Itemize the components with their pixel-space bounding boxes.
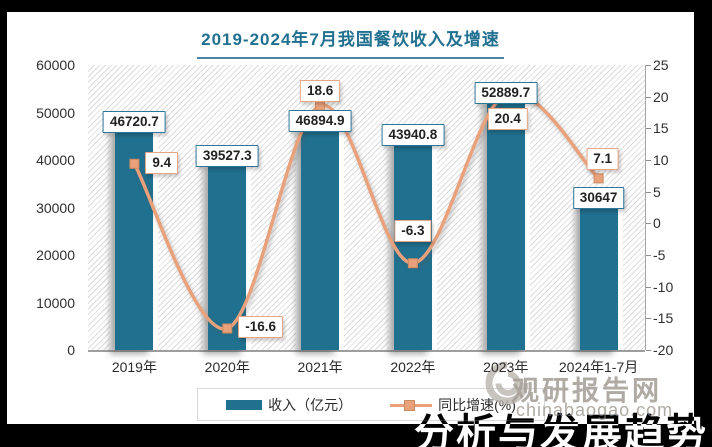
right-axis-tick-label: 0 [653, 215, 661, 232]
right-axis-tick-label: 5 [653, 183, 661, 200]
bar-value-label: 30647 [572, 187, 625, 210]
title-row: 2019-2024年7月我国餐饮收入及增速 [7, 25, 694, 59]
right-axis-tick-mark [646, 223, 651, 225]
right-axis-tick-mark [646, 350, 651, 351]
growth-line-chart [129, 89, 604, 334]
right-axis-tick-label: -15 [653, 310, 674, 327]
left-axis-tick-label: 40000 [36, 152, 75, 168]
line-marker-2021年 [315, 100, 326, 111]
right-axis-tick-mark [646, 160, 651, 161]
legend: 收入（亿元） 同比增速(%) [197, 388, 545, 421]
line-value-label: 9.4 [145, 151, 179, 174]
left-axis-tick-label: 0 [67, 342, 75, 358]
bar-value-label: 46720.7 [103, 111, 166, 134]
line-value-label: -6.3 [394, 220, 432, 243]
bar-2024年1-7月 [579, 204, 618, 350]
x-axis-line [88, 350, 645, 352]
bar-value-label: 43940.8 [381, 124, 445, 147]
line-marker-2024年1-7月 [593, 173, 604, 184]
line-value-label: 7.1 [586, 148, 619, 171]
bar-swatch-icon [226, 399, 263, 410]
right-axis-tick-label: 15 [653, 120, 669, 137]
right-axis-tick-mark [646, 96, 651, 98]
watermark-site-name: 观研报告网 [512, 376, 662, 406]
line-marker-swatch-icon [390, 399, 433, 411]
chart-canvas: 2019-2024年7月我国餐饮收入及增速 收入（亿元） 同比增速(%) 观研报… [7, 12, 694, 424]
x-axis-category-label: 2023年 [483, 359, 529, 375]
right-axis-tick-mark [646, 318, 651, 320]
left-axis-tick-label: 30000 [36, 199, 75, 216]
x-axis-category-label: 2021年 [297, 359, 343, 375]
right-axis-tick-label: 25 [653, 57, 669, 73]
bar-2023年 [486, 98, 525, 350]
legend-item-revenue: 收入（亿元） [226, 395, 352, 415]
line-marker-2020年 [222, 323, 233, 334]
x-axis-category-label: 2020年 [204, 359, 250, 375]
right-axis-tick-label: -20 [653, 342, 674, 358]
x-axis-category-label: 2022年 [390, 359, 436, 375]
legend-label-revenue: 收入（亿元） [268, 396, 353, 413]
left-axis-tick-label: 10000 [36, 294, 75, 311]
line-marker-2019年 [129, 158, 140, 169]
bar-2022年 [393, 141, 432, 350]
right-axis-tick-mark [646, 128, 651, 130]
right-axis-tick-label: 20 [653, 88, 669, 105]
line-marker-2022年 [407, 258, 418, 269]
line-value-label: 20.4 [487, 107, 528, 130]
x-axis-category-label: 2019年 [111, 359, 157, 375]
right-axis-tick-mark [646, 65, 651, 66]
bar-2021年 [301, 127, 340, 350]
bar-value-label: 39527.3 [195, 145, 259, 168]
bar-value-label: 52889.7 [474, 81, 538, 104]
chart-title: 2019-2024年7月我国餐饮收入及增速 [197, 25, 504, 59]
x-axis-category-label: 2024年1-7月 [558, 359, 639, 375]
right-axis-tick-label: 10 [653, 152, 669, 168]
left-axis-tick-label: 20000 [36, 247, 75, 263]
bar-column-2021年 [296, 122, 345, 350]
bar-column-2022年 [388, 136, 437, 350]
right-axis-tick-mark [646, 286, 651, 288]
right-axis-line [645, 65, 646, 350]
line-value-label: -16.6 [238, 316, 284, 339]
clipped-watermark-text: 分析与发展趋势 [414, 411, 708, 447]
growth-line [132, 90, 600, 331]
right-axis-tick-label: -10 [653, 278, 674, 295]
swirl-logo-icon [484, 360, 530, 411]
left-axis-tick-label: 50000 [36, 104, 75, 121]
plot-area [88, 65, 645, 350]
bar-column-2023年 [481, 93, 530, 350]
bar-column-2024年1-7月 [574, 199, 623, 350]
left-axis-tick-label: 60000 [36, 57, 75, 73]
right-axis-tick-label: -5 [653, 247, 666, 263]
watermark-site-url: chinabaogao.com [516, 400, 674, 420]
line-value-label: 18.6 [299, 80, 341, 103]
right-axis-tick-mark [646, 255, 651, 256]
right-axis-tick-mark [646, 191, 651, 193]
bar-value-label: 46894.9 [288, 110, 352, 133]
